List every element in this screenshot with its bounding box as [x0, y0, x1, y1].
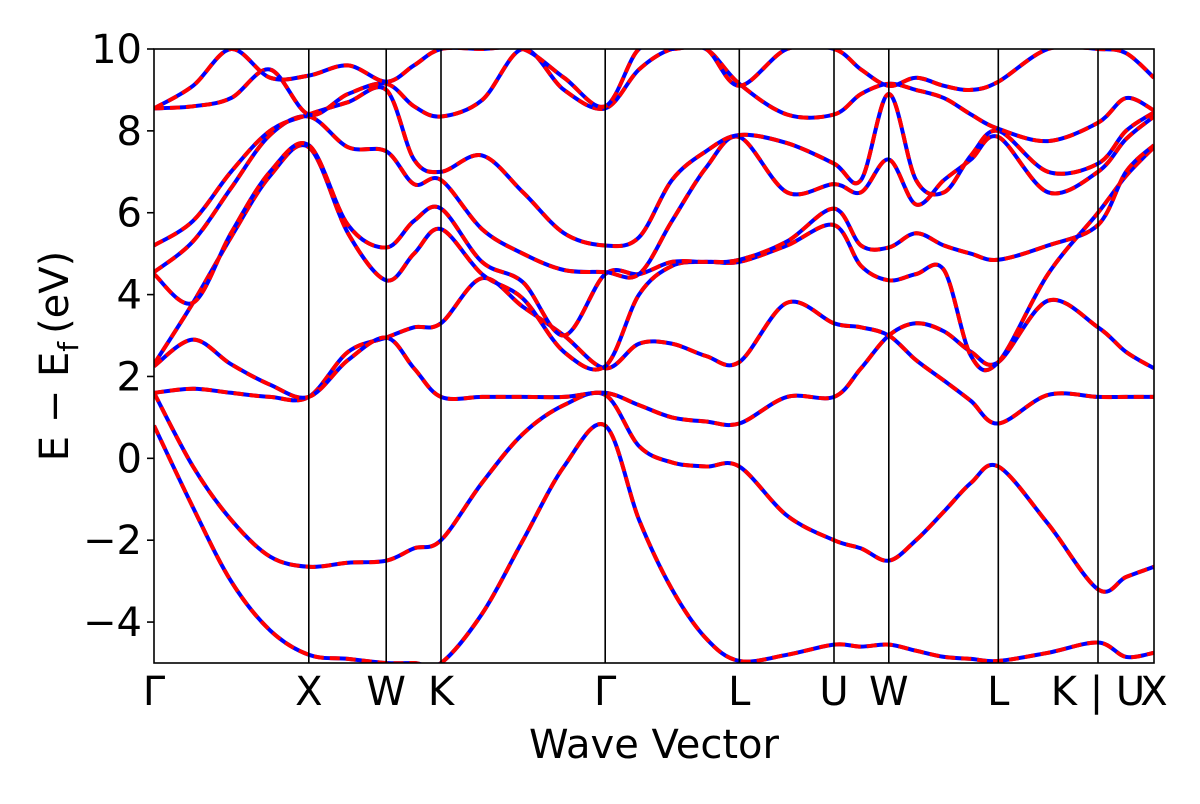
x-tick-label: Γ	[143, 669, 166, 715]
band-3-dashed	[154, 276, 1154, 426]
band-1-solid	[154, 422, 1154, 663]
x-tick-label: U	[819, 669, 848, 715]
y-axis-label: E − Ef (eV)	[32, 251, 85, 462]
x-tick-label: K | U	[1051, 669, 1145, 715]
band-10-solid	[154, 49, 1154, 111]
y-ticks: −4 −2 0 2 4 6 8 10	[83, 27, 154, 646]
y-axis-label-main: E − E	[32, 352, 78, 462]
y-tick-label: 0	[117, 436, 142, 482]
x-tick-label: W	[869, 669, 909, 715]
band-8-dashed	[154, 85, 1154, 249]
band-2-dashed	[154, 390, 1154, 594]
y-axis-label-unit: (eV)	[32, 251, 78, 334]
x-tick-label: X	[1140, 669, 1167, 715]
plot-frame	[153, 48, 1155, 664]
band-4-solid	[154, 297, 1154, 428]
x-tick-label: L	[987, 669, 1010, 715]
x-axis-label: Wave Vector	[529, 722, 780, 768]
x-tick-label: K	[428, 669, 456, 715]
y-tick-label: 10	[91, 27, 142, 73]
y-tick-label: 2	[117, 354, 142, 400]
x-tick-label: X	[295, 669, 322, 715]
band-5-dashed	[154, 143, 1154, 373]
band-6-dashed	[154, 141, 1154, 338]
y-axis-label-subscript: f	[52, 341, 85, 352]
x-tick-label: Γ	[594, 669, 617, 715]
y-tick-label: 4	[117, 273, 142, 319]
band-6-solid	[154, 141, 1154, 338]
y-tick-label: −4	[83, 600, 142, 646]
y-tick-label: −2	[83, 518, 142, 564]
y-tick-label: 6	[117, 191, 142, 237]
band-9-dashed	[154, 49, 1154, 144]
y-tick-label: 8	[117, 109, 142, 155]
band-7-dashed	[154, 114, 1154, 280]
x-tick-label: L	[728, 669, 751, 715]
band-4-dashed	[154, 297, 1154, 428]
x-tick-label: W	[366, 669, 406, 715]
band-1-dashed	[154, 422, 1154, 663]
bands-layer	[154, 49, 1154, 663]
kpoint-lines	[307, 49, 1099, 663]
